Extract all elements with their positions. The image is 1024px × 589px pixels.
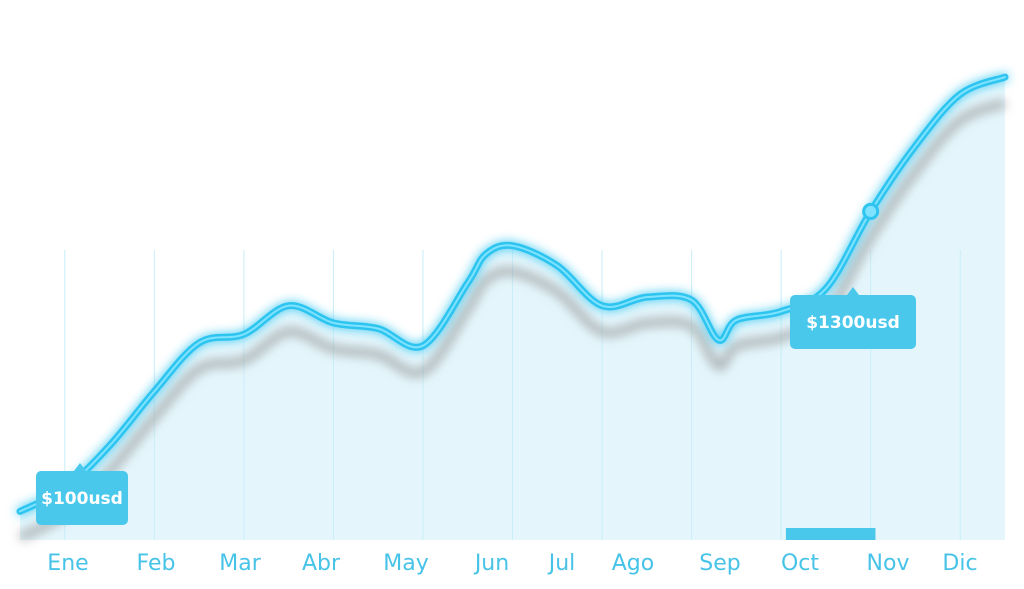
highlight-bar — [785, 528, 876, 540]
tooltip-label: $100usd — [41, 489, 123, 509]
x-axis-labels: Ene Feb Mar Abr May Jun Jul Ago Sep Oct Nov Dic — [47, 551, 977, 576]
x-tick-label-sep: Sep — [699, 551, 740, 576]
x-tick-label-feb: Feb — [137, 551, 176, 576]
x-tick-label-jun: Jun — [473, 551, 509, 576]
value-tooltip: $100usd — [36, 463, 128, 525]
tooltip-label: $1300usd — [806, 313, 900, 333]
data-point-marker — [862, 202, 880, 220]
x-tick-label-mar: Mar — [219, 551, 261, 576]
series-line-core — [19, 76, 1006, 513]
x-tick-label-abr: Abr — [302, 551, 341, 576]
x-tick-label-may: May — [383, 551, 428, 576]
x-tick-label-nov: Nov — [867, 551, 910, 576]
tooltips: $100usd $1300usd — [36, 202, 916, 525]
x-tick-label-jul: Jul — [547, 551, 576, 576]
x-tick-label-oct: Oct — [781, 551, 819, 576]
value-tooltip: $1300usd — [790, 202, 916, 349]
x-tick-label-dic: Dic — [942, 551, 977, 576]
x-tick-label-ene: Ene — [47, 551, 88, 576]
x-tick-label-ago: Ago — [612, 551, 654, 576]
